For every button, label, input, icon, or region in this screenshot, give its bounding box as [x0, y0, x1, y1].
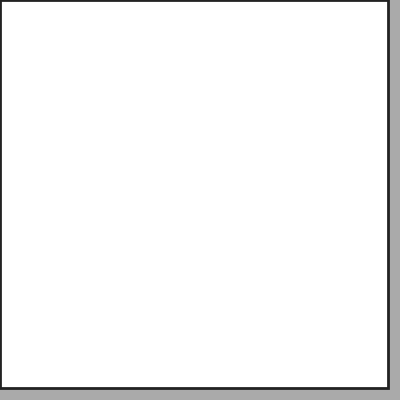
Text: N: N — [140, 145, 151, 159]
Polygon shape — [266, 127, 272, 148]
Text: O: O — [113, 194, 124, 208]
Text: O: O — [332, 141, 343, 155]
Text: O: O — [297, 178, 308, 192]
Text: H: H — [240, 174, 250, 187]
Text: N: N — [232, 174, 243, 188]
Text: H: H — [149, 145, 159, 158]
Text: N: N — [143, 144, 154, 158]
Text: F: F — [92, 157, 100, 171]
Text: DAPT: DAPT — [150, 336, 238, 364]
Text: O: O — [202, 120, 213, 134]
Text: F: F — [81, 208, 89, 222]
Text: H: H — [151, 145, 161, 158]
